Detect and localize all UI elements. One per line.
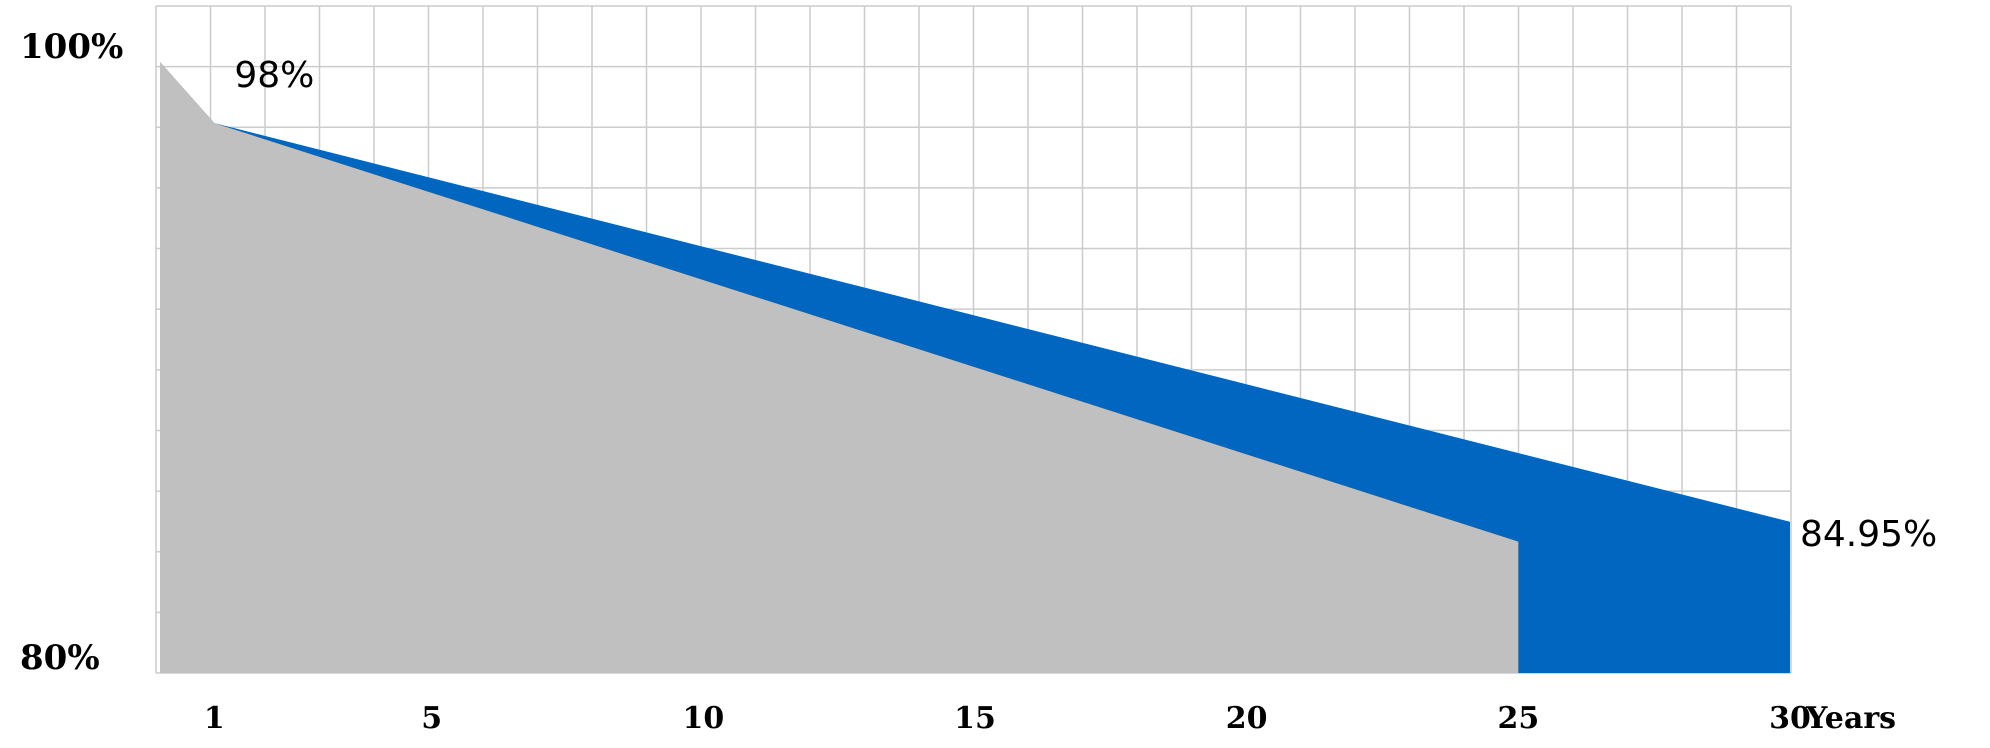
x-tick-label: 5: [421, 701, 442, 736]
x-tick-label: 30: [1769, 701, 1811, 736]
data-label: 98%: [234, 55, 314, 96]
data-label: 84.95%: [1800, 514, 1937, 555]
y-tick-label: 80%: [20, 638, 100, 678]
x-tick-label: 1: [204, 701, 225, 736]
area-series-2: [160, 62, 1519, 673]
data-labels: 98% 84.95%: [234, 55, 1937, 555]
x-tick-label: 25: [1497, 701, 1539, 736]
x-tick-label: 10: [682, 701, 724, 736]
y-axis-ticks: 100% 80%: [20, 27, 123, 678]
x-tick-label: 20: [1226, 701, 1268, 736]
x-tick-label: 15: [954, 701, 996, 736]
y-tick-label: 100%: [20, 27, 123, 67]
x-axis-unit-label: Years: [1805, 701, 1896, 736]
areas: [160, 62, 1790, 673]
